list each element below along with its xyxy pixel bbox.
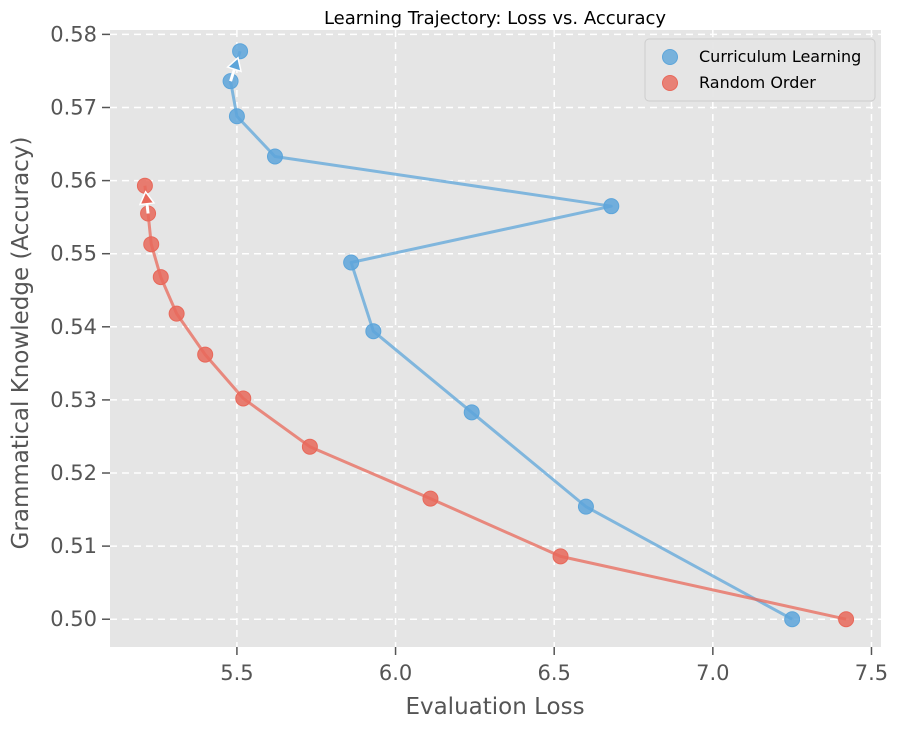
series-line-curriculum-learning <box>229 50 793 621</box>
data-point <box>168 305 185 322</box>
x-tick-label: 6.5 <box>537 661 570 685</box>
data-point <box>422 490 439 507</box>
data-point <box>838 611 855 628</box>
data-point <box>603 198 620 215</box>
data-point <box>552 548 569 565</box>
x-tick-label: 7.5 <box>855 661 888 685</box>
data-point <box>784 611 801 628</box>
data-point <box>228 108 245 125</box>
y-tick-label: 0.54 <box>50 315 97 339</box>
series-layer <box>136 43 855 628</box>
data-point <box>301 438 318 455</box>
data-point <box>343 254 360 271</box>
data-point <box>232 43 249 60</box>
x-axis-label: Evaluation Loss <box>405 694 584 720</box>
series-curriculum-learning <box>222 43 801 628</box>
plot-background <box>110 30 881 647</box>
legend-label-random: Random Order <box>699 73 816 92</box>
direction-arrow-icon <box>226 56 243 73</box>
data-point <box>152 269 169 286</box>
y-tick-label: 0.57 <box>50 95 97 119</box>
y-tick-label: 0.56 <box>50 169 97 193</box>
y-axis-label: Grammatical Knowledge (Accuracy) <box>8 137 34 550</box>
y-tick-label: 0.52 <box>50 461 97 485</box>
direction-arrow-shaft <box>229 68 236 82</box>
direction-arrow-shaft <box>145 203 150 214</box>
legend: Curriculum Learning Random Order <box>644 38 876 102</box>
legend-box <box>644 38 876 102</box>
y-tick-label: 0.58 <box>50 22 97 46</box>
x-tick-label: 6.0 <box>379 661 412 685</box>
data-point <box>136 177 153 194</box>
series-random-order <box>136 177 855 628</box>
x-tick-label: 5.5 <box>220 661 253 685</box>
data-point <box>463 404 480 421</box>
data-point <box>235 390 252 407</box>
ticks: 5.5 6.0 6.5 7.0 7.5 0.50 0.51 0.52 0.53 0.54 0.55 0… <box>50 22 888 685</box>
legend-label-curriculum: Curriculum Learning <box>699 47 861 66</box>
x-tick-label: 7.0 <box>696 661 729 685</box>
data-point <box>365 323 382 340</box>
data-point <box>197 346 214 363</box>
y-tick-label: 0.55 <box>50 242 97 266</box>
data-point <box>143 236 160 253</box>
y-tick-label: 0.51 <box>50 534 97 558</box>
grid <box>110 30 881 647</box>
direction-arrow-icon <box>138 190 156 206</box>
legend-marker-curriculum <box>662 49 678 65</box>
legend-marker-random <box>662 75 678 91</box>
data-point <box>266 148 283 165</box>
chart-title: Learning Trajectory: Loss vs. Accuracy <box>324 8 666 29</box>
y-tick-label: 0.53 <box>50 388 97 412</box>
data-point <box>577 498 594 515</box>
y-tick-label: 0.50 <box>50 607 97 631</box>
